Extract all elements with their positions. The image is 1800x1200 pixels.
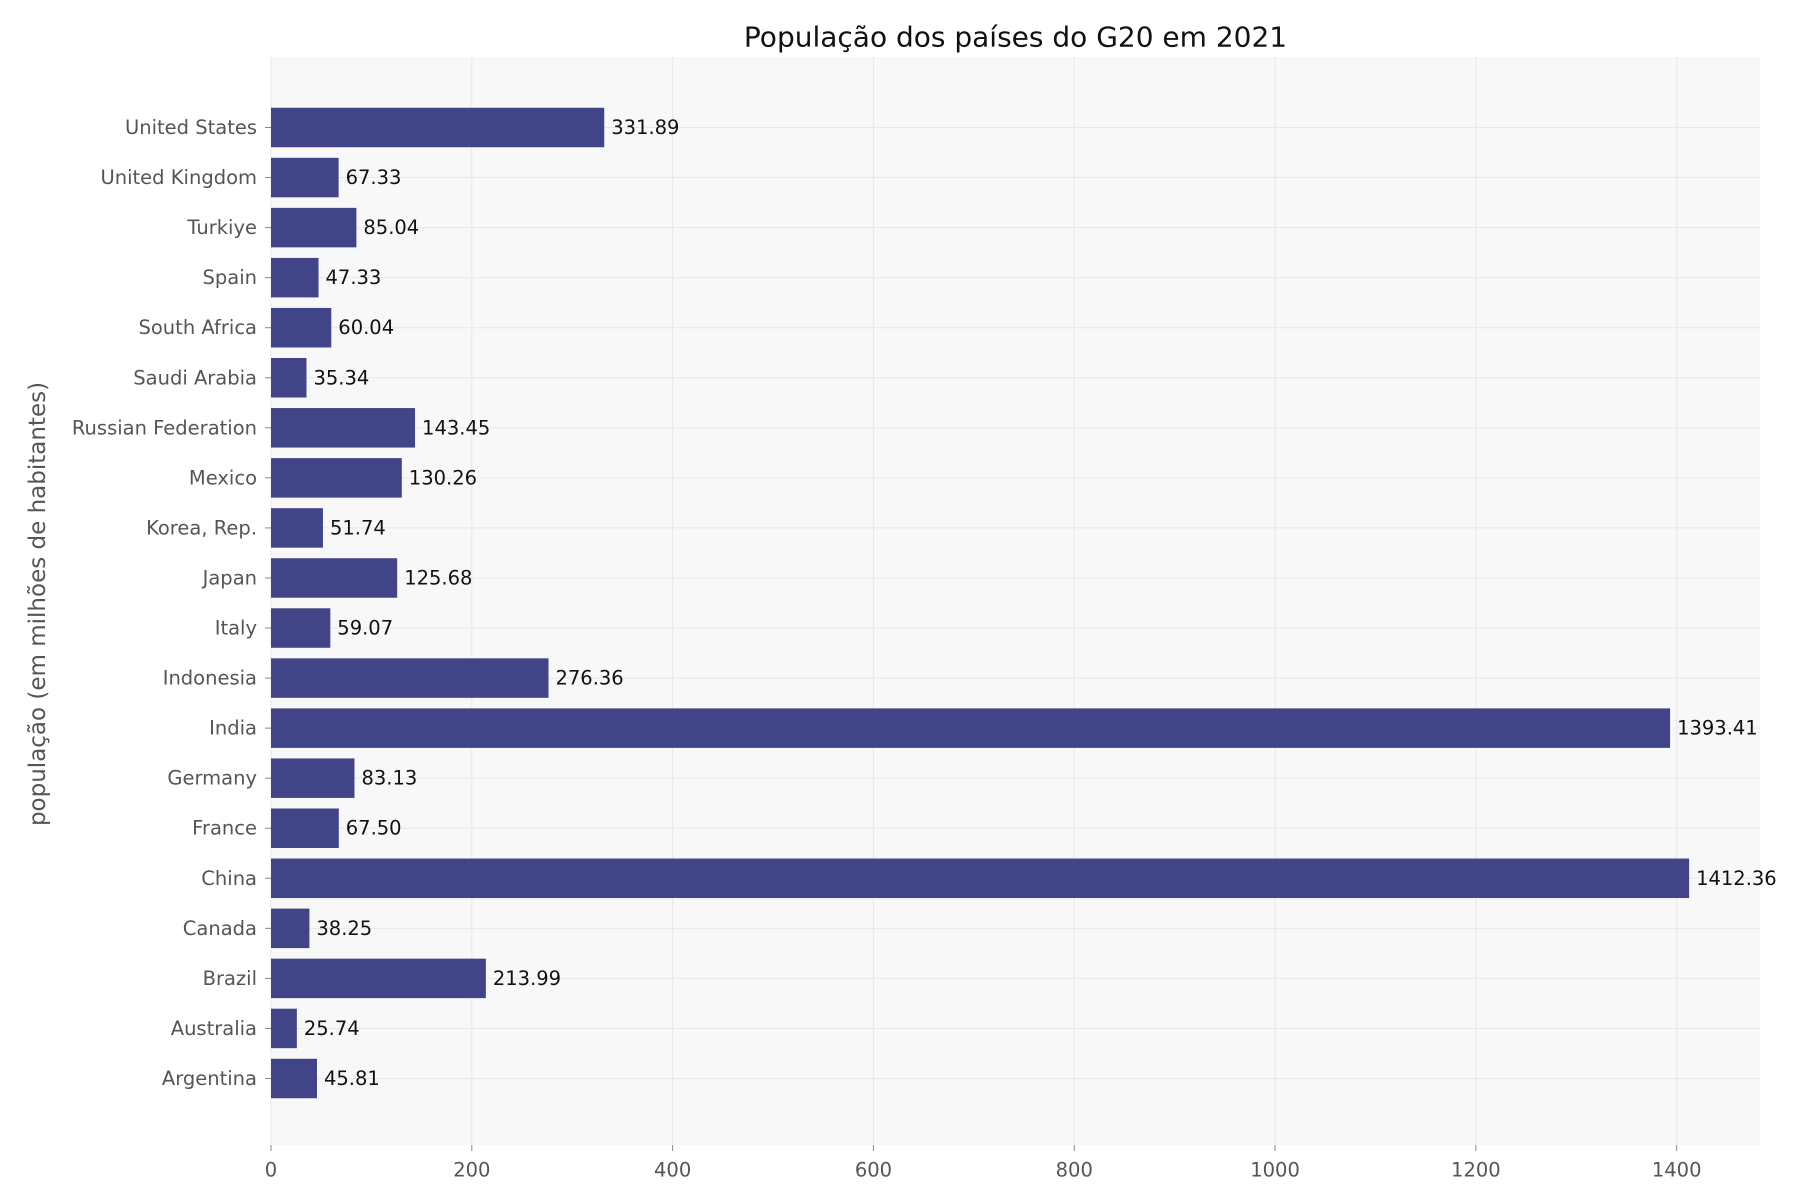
data-label-argentina: 45.81 bbox=[324, 1067, 380, 1090]
data-label-saudi-arabia: 35.34 bbox=[313, 366, 369, 389]
data-label-japan: 125.68 bbox=[404, 566, 472, 589]
y-tick-label-china: China bbox=[201, 867, 257, 890]
bar-united-states bbox=[271, 107, 605, 148]
bar-indonesia bbox=[271, 658, 549, 698]
bar-korea-rep bbox=[271, 508, 323, 548]
data-label-korea-rep: 51.74 bbox=[330, 516, 386, 539]
y-axis-label: população (em milhões de habitantes) bbox=[25, 382, 51, 826]
y-tick-label-united-kingdom: United Kingdom bbox=[100, 166, 257, 189]
bar-spain bbox=[271, 257, 319, 298]
y-tick-label-saudi-arabia: Saudi Arabia bbox=[133, 366, 257, 389]
y-tick-label-mexico: Mexico bbox=[189, 466, 257, 489]
y-tick-label-india: India bbox=[209, 717, 257, 740]
bar-germany bbox=[271, 758, 355, 798]
bar-argentina bbox=[271, 1058, 317, 1099]
bar-japan bbox=[271, 558, 398, 598]
y-tick-label-germany: Germany bbox=[167, 767, 257, 790]
data-label-spain: 47.33 bbox=[326, 266, 382, 289]
data-label-united-kingdom: 67.33 bbox=[346, 166, 402, 189]
data-label-china: 1412.36 bbox=[1696, 867, 1777, 890]
bar-canada bbox=[271, 908, 310, 949]
x-tick-label: 200 bbox=[453, 1159, 490, 1182]
bar-italy bbox=[271, 608, 331, 648]
plot-background bbox=[271, 57, 1760, 1145]
data-label-brazil: 213.99 bbox=[493, 967, 561, 990]
chart-title: População dos países do G20 em 2021 bbox=[744, 21, 1287, 54]
y-tick-label-france: France bbox=[192, 817, 257, 840]
data-labels: 45.81 25.74 213.99 38.25 1412.36 67.50 83.13 13… bbox=[304, 116, 1777, 1090]
y-tick-label-russian-federation: Russian Federation bbox=[72, 416, 257, 439]
x-tick-label: 600 bbox=[855, 1159, 892, 1182]
bar-australia bbox=[271, 1008, 297, 1049]
data-label-germany: 83.13 bbox=[361, 767, 417, 790]
x-tick-label: 0 bbox=[265, 1159, 277, 1182]
x-tick-label: 1200 bbox=[1451, 1159, 1501, 1182]
data-label-russian-federation: 143.45 bbox=[422, 416, 490, 439]
y-tick-label-canada: Canada bbox=[183, 917, 257, 940]
y-tick-label-south-africa: South Africa bbox=[139, 316, 258, 339]
bar-brazil bbox=[271, 958, 486, 999]
y-tick-label-korea-rep: Korea, Rep. bbox=[146, 516, 257, 539]
bar-france bbox=[271, 808, 339, 848]
y-axis-tick-labels: Argentina Australia Brazil Canada China Franc… bbox=[72, 116, 271, 1090]
data-label-indonesia: 276.36 bbox=[555, 667, 623, 690]
y-tick-label-turkiye: Turkiye bbox=[186, 216, 257, 239]
y-tick-label-brazil: Brazil bbox=[203, 967, 257, 990]
y-tick-label-spain: Spain bbox=[203, 266, 257, 289]
y-tick-label-indonesia: Indonesia bbox=[163, 667, 257, 690]
y-tick-label-argentina: Argentina bbox=[162, 1067, 257, 1090]
bars bbox=[271, 107, 1690, 1099]
bar-mexico bbox=[271, 458, 402, 498]
x-tick-label: 1400 bbox=[1652, 1159, 1702, 1182]
x-tick-label: 800 bbox=[1056, 1159, 1093, 1182]
bar-russian-federation bbox=[271, 408, 416, 448]
data-label-south-africa: 60.04 bbox=[338, 316, 394, 339]
bar-india bbox=[271, 708, 1671, 748]
data-label-india: 1393.41 bbox=[1677, 717, 1758, 740]
data-label-canada: 38.25 bbox=[316, 917, 372, 940]
x-axis-tick-labels: 0 200 400 600 800 1000 1200 1400 bbox=[265, 1145, 1702, 1182]
bar-united-kingdom bbox=[271, 157, 339, 198]
data-label-australia: 25.74 bbox=[304, 1017, 360, 1040]
x-tick-label: 400 bbox=[654, 1159, 691, 1182]
y-tick-label-united-states: United States bbox=[125, 116, 257, 139]
data-label-italy: 59.07 bbox=[337, 617, 393, 640]
data-label-united-states: 331.89 bbox=[611, 116, 679, 139]
bar-china bbox=[271, 858, 1690, 899]
x-tick-label: 1000 bbox=[1250, 1159, 1300, 1182]
y-tick-label-australia: Australia bbox=[171, 1017, 257, 1040]
y-tick-label-japan: Japan bbox=[201, 566, 257, 589]
data-label-turkiye: 85.04 bbox=[363, 216, 419, 239]
bar-turkiye bbox=[271, 207, 357, 248]
grid-lines bbox=[270, 57, 1760, 1145]
y-tick-label-italy: Italy bbox=[215, 617, 257, 640]
bar-south-africa bbox=[271, 307, 332, 348]
bar-saudi-arabia bbox=[271, 358, 307, 398]
data-label-france: 67.50 bbox=[346, 817, 402, 840]
data-label-mexico: 130.26 bbox=[409, 466, 477, 489]
